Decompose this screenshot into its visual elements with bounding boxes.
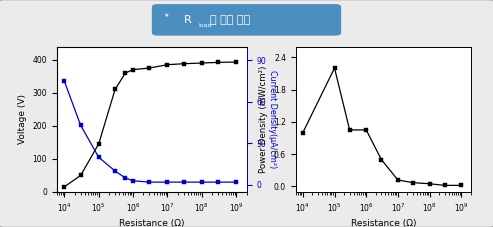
- Y-axis label: Voltage (V): Voltage (V): [18, 94, 27, 144]
- Y-axis label: Current Density(μA/cm²): Current Density(μA/cm²): [268, 70, 277, 168]
- X-axis label: Resistance (Ω): Resistance (Ω): [351, 220, 416, 227]
- Text: R: R: [183, 15, 191, 25]
- FancyBboxPatch shape: [152, 4, 341, 36]
- Text: ★: ★: [164, 13, 170, 18]
- X-axis label: Resistance (Ω): Resistance (Ω): [119, 220, 184, 227]
- Text: load: load: [198, 22, 211, 28]
- Y-axis label: Power Density (mW/cm²): Power Density (mW/cm²): [259, 65, 268, 173]
- Text: 별 출력 평가: 별 출력 평가: [210, 15, 249, 25]
